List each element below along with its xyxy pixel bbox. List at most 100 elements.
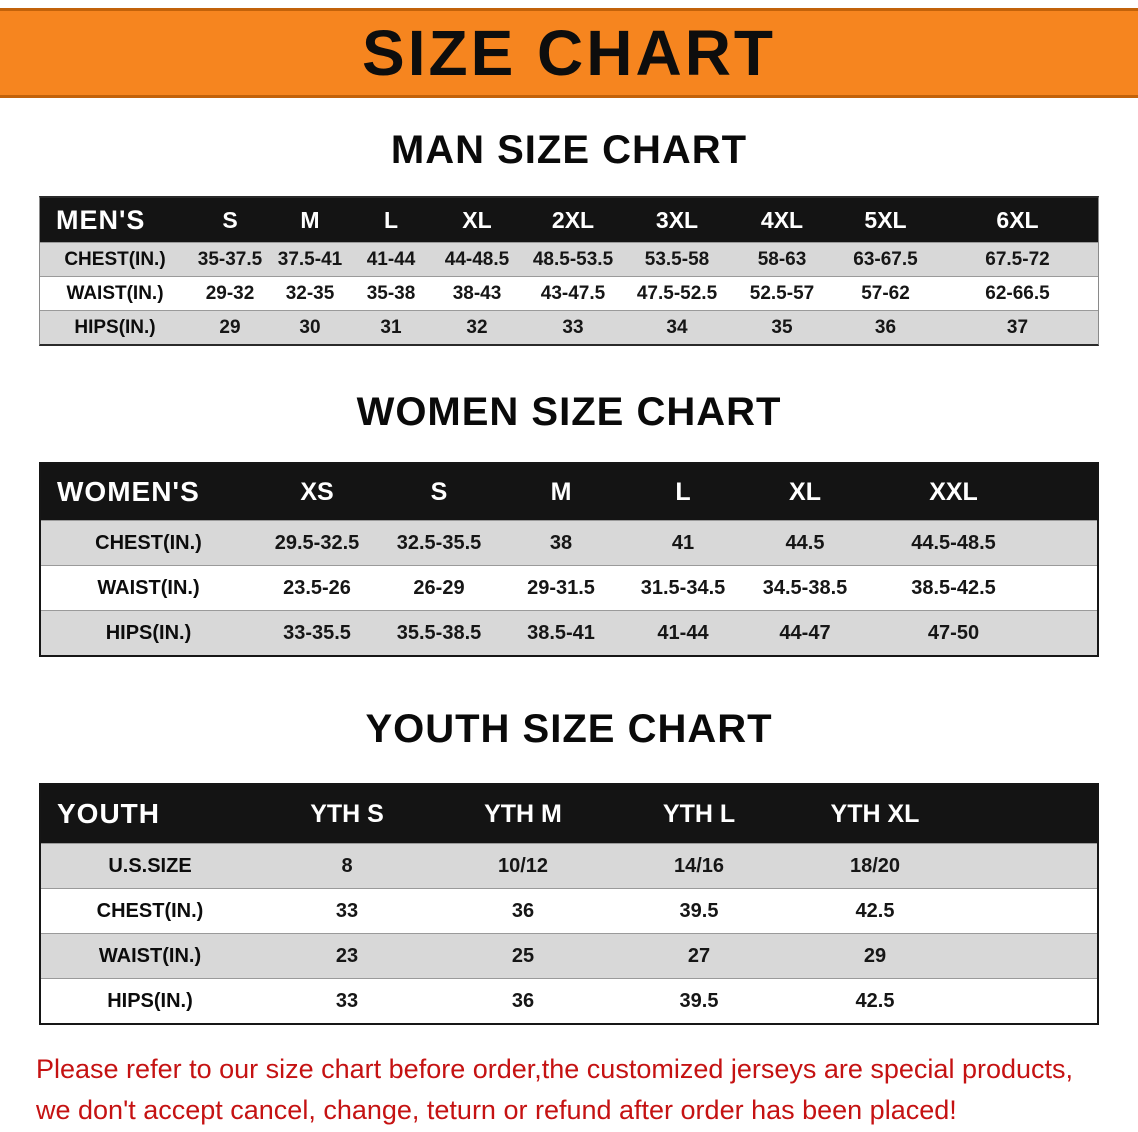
size-value-cell: 43-47.5 bbox=[540, 282, 606, 304]
size-value-cell: 31 bbox=[380, 316, 402, 338]
size-value-cell: 29-32 bbox=[205, 282, 255, 304]
size-value-cell: 37.5-41 bbox=[277, 248, 343, 270]
size-value-cell: 41 bbox=[671, 531, 695, 554]
size-column-header: XS bbox=[300, 477, 334, 506]
disclaimer-line-2: we don't accept cancel, change, teturn o… bbox=[36, 1094, 957, 1125]
row-label: CHEST(IN.) bbox=[96, 899, 204, 922]
youth-row-waist: WAIST(IN.) 23 25 27 29 bbox=[41, 933, 1097, 978]
size-value-cell: 35-38 bbox=[366, 282, 416, 304]
size-value-cell: 38-43 bbox=[452, 282, 502, 304]
size-value-cell: 35.5-38.5 bbox=[396, 621, 482, 644]
size-value-cell: 32 bbox=[466, 316, 488, 338]
size-value-cell: 27 bbox=[687, 944, 711, 967]
row-label: HIPS(IN.) bbox=[105, 621, 192, 644]
size-value-cell: 39.5 bbox=[679, 989, 719, 1012]
women-table-corner-header: WOMEN'S bbox=[57, 476, 200, 507]
size-value-cell: 33 bbox=[335, 899, 359, 922]
row-label: WAIST(IN.) bbox=[66, 282, 164, 304]
size-value-cell: 29-31.5 bbox=[527, 576, 595, 599]
row-label: WAIST(IN.) bbox=[98, 944, 202, 967]
size-value-cell: 38.5-41 bbox=[527, 621, 595, 644]
youth-row-ussize: U.S.SIZE 8 10/12 14/16 18/20 bbox=[41, 843, 1097, 888]
size-value-cell: 14/16 bbox=[673, 854, 725, 877]
size-value-cell: 33 bbox=[562, 316, 584, 338]
size-value-cell: 63-67.5 bbox=[853, 248, 918, 270]
size-value-cell: 38.5-42.5 bbox=[911, 576, 996, 599]
row-label: HIPS(IN.) bbox=[107, 989, 193, 1012]
size-value-cell: 41-44 bbox=[657, 621, 709, 644]
women-row-waist: WAIST(IN.) 23.5-26 26-29 29-31.5 31.5-34… bbox=[41, 565, 1097, 610]
size-value-cell: 33 bbox=[335, 989, 359, 1012]
row-label: U.S.SIZE bbox=[108, 854, 192, 877]
banner: SIZE CHART bbox=[0, 8, 1138, 98]
size-column-header: 4XL bbox=[760, 206, 804, 233]
youth-size-table: YOUTH YTH S YTH M YTH L YTH XL U.S.SIZE … bbox=[39, 783, 1099, 1025]
size-column-header: 3XL bbox=[655, 206, 699, 233]
size-column-header: XL bbox=[789, 477, 821, 506]
size-value-cell: 34 bbox=[666, 316, 688, 338]
men-table-header-row: MEN'S S M L XL 2XL 3XL 4XL 5XL 6XL bbox=[40, 198, 1098, 242]
size-column-header: YTH L bbox=[662, 799, 736, 828]
size-value-cell: 34.5-38.5 bbox=[762, 576, 848, 599]
women-section: WOMEN SIZE CHART WOMEN'S XS S M L XL XXL… bbox=[0, 388, 1138, 657]
size-value-cell: 39.5 bbox=[679, 899, 719, 922]
size-column-header: S bbox=[430, 477, 448, 506]
women-row-hips: HIPS(IN.) 33-35.5 35.5-38.5 38.5-41 41-4… bbox=[41, 610, 1097, 655]
youth-table-corner-header: YOUTH bbox=[57, 798, 160, 829]
size-value-cell: 37 bbox=[1006, 316, 1029, 338]
youth-heading: YOUTH SIZE CHART bbox=[365, 707, 773, 751]
size-value-cell: 52.5-57 bbox=[749, 282, 815, 304]
men-size-table: MEN'S S M L XL 2XL 3XL 4XL 5XL 6XL CHEST… bbox=[39, 196, 1099, 346]
size-value-cell: 36 bbox=[874, 316, 897, 338]
women-heading: WOMEN SIZE CHART bbox=[356, 390, 782, 434]
size-value-cell: 44-48.5 bbox=[444, 248, 510, 270]
row-label: HIPS(IN.) bbox=[74, 316, 156, 338]
size-value-cell: 44-47 bbox=[779, 621, 831, 644]
size-value-cell: 26-29 bbox=[413, 576, 465, 599]
row-label: CHEST(IN.) bbox=[95, 531, 202, 554]
page-title: SIZE CHART bbox=[362, 17, 776, 89]
size-column-header: YTH M bbox=[484, 799, 562, 828]
size-column-header: M bbox=[300, 206, 320, 233]
size-value-cell: 25 bbox=[511, 944, 535, 967]
size-value-cell: 62-66.5 bbox=[985, 282, 1050, 304]
disclaimer-line-1: Please refer to our size chart before or… bbox=[36, 1054, 1074, 1084]
size-column-header: 2XL bbox=[551, 206, 595, 233]
disclaimer: Please refer to our size chart before or… bbox=[0, 1049, 1138, 1130]
size-column-header: L bbox=[675, 477, 691, 506]
size-column-header: 6XL bbox=[996, 206, 1039, 233]
men-row-hips: HIPS(IN.) 29 30 31 32 33 34 35 36 37 bbox=[40, 310, 1098, 344]
youth-table-header-row: YOUTH YTH S YTH M YTH L YTH XL bbox=[41, 785, 1097, 843]
size-column-header: XXL bbox=[929, 477, 978, 506]
size-value-cell: 23 bbox=[335, 944, 359, 967]
size-value-cell: 30 bbox=[299, 316, 321, 338]
women-size-table: WOMEN'S XS S M L XL XXL CHEST(IN.) 29.5-… bbox=[39, 462, 1099, 657]
size-value-cell: 36 bbox=[511, 989, 535, 1012]
men-section: MAN SIZE CHART MEN'S S M L XL 2XL 3XL 4X… bbox=[0, 126, 1138, 346]
size-value-cell: 35-37.5 bbox=[197, 248, 263, 270]
size-value-cell: 35 bbox=[771, 316, 793, 338]
size-value-cell: 29 bbox=[863, 944, 887, 967]
size-value-cell: 47.5-52.5 bbox=[636, 282, 718, 304]
youth-row-hips: HIPS(IN.) 33 36 39.5 42.5 bbox=[41, 978, 1097, 1023]
size-column-header: L bbox=[383, 206, 399, 233]
men-row-chest: CHEST(IN.) 35-37.5 37.5-41 41-44 44-48.5… bbox=[40, 242, 1098, 276]
size-value-cell: 42.5 bbox=[855, 899, 895, 922]
size-column-header: M bbox=[550, 477, 572, 506]
size-column-header: XL bbox=[462, 206, 492, 233]
size-value-cell: 23.5-26 bbox=[283, 576, 351, 599]
size-value-cell: 10/12 bbox=[497, 854, 549, 877]
youth-section: YOUTH SIZE CHART YOUTH YTH S YTH M YTH L… bbox=[0, 705, 1138, 1025]
size-value-cell: 48.5-53.5 bbox=[532, 248, 614, 270]
size-value-cell: 18/20 bbox=[849, 854, 901, 877]
size-value-cell: 29 bbox=[219, 316, 241, 338]
size-value-cell: 67.5-72 bbox=[985, 248, 1050, 270]
size-column-header: YTH S bbox=[310, 799, 384, 828]
size-value-cell: 33-35.5 bbox=[283, 621, 351, 644]
size-column-header: S bbox=[222, 206, 238, 233]
size-value-cell: 58-63 bbox=[757, 248, 807, 270]
women-table-header-row: WOMEN'S XS S M L XL XXL bbox=[41, 464, 1097, 520]
youth-row-chest: CHEST(IN.) 33 36 39.5 42.5 bbox=[41, 888, 1097, 933]
size-value-cell: 42.5 bbox=[855, 989, 895, 1012]
